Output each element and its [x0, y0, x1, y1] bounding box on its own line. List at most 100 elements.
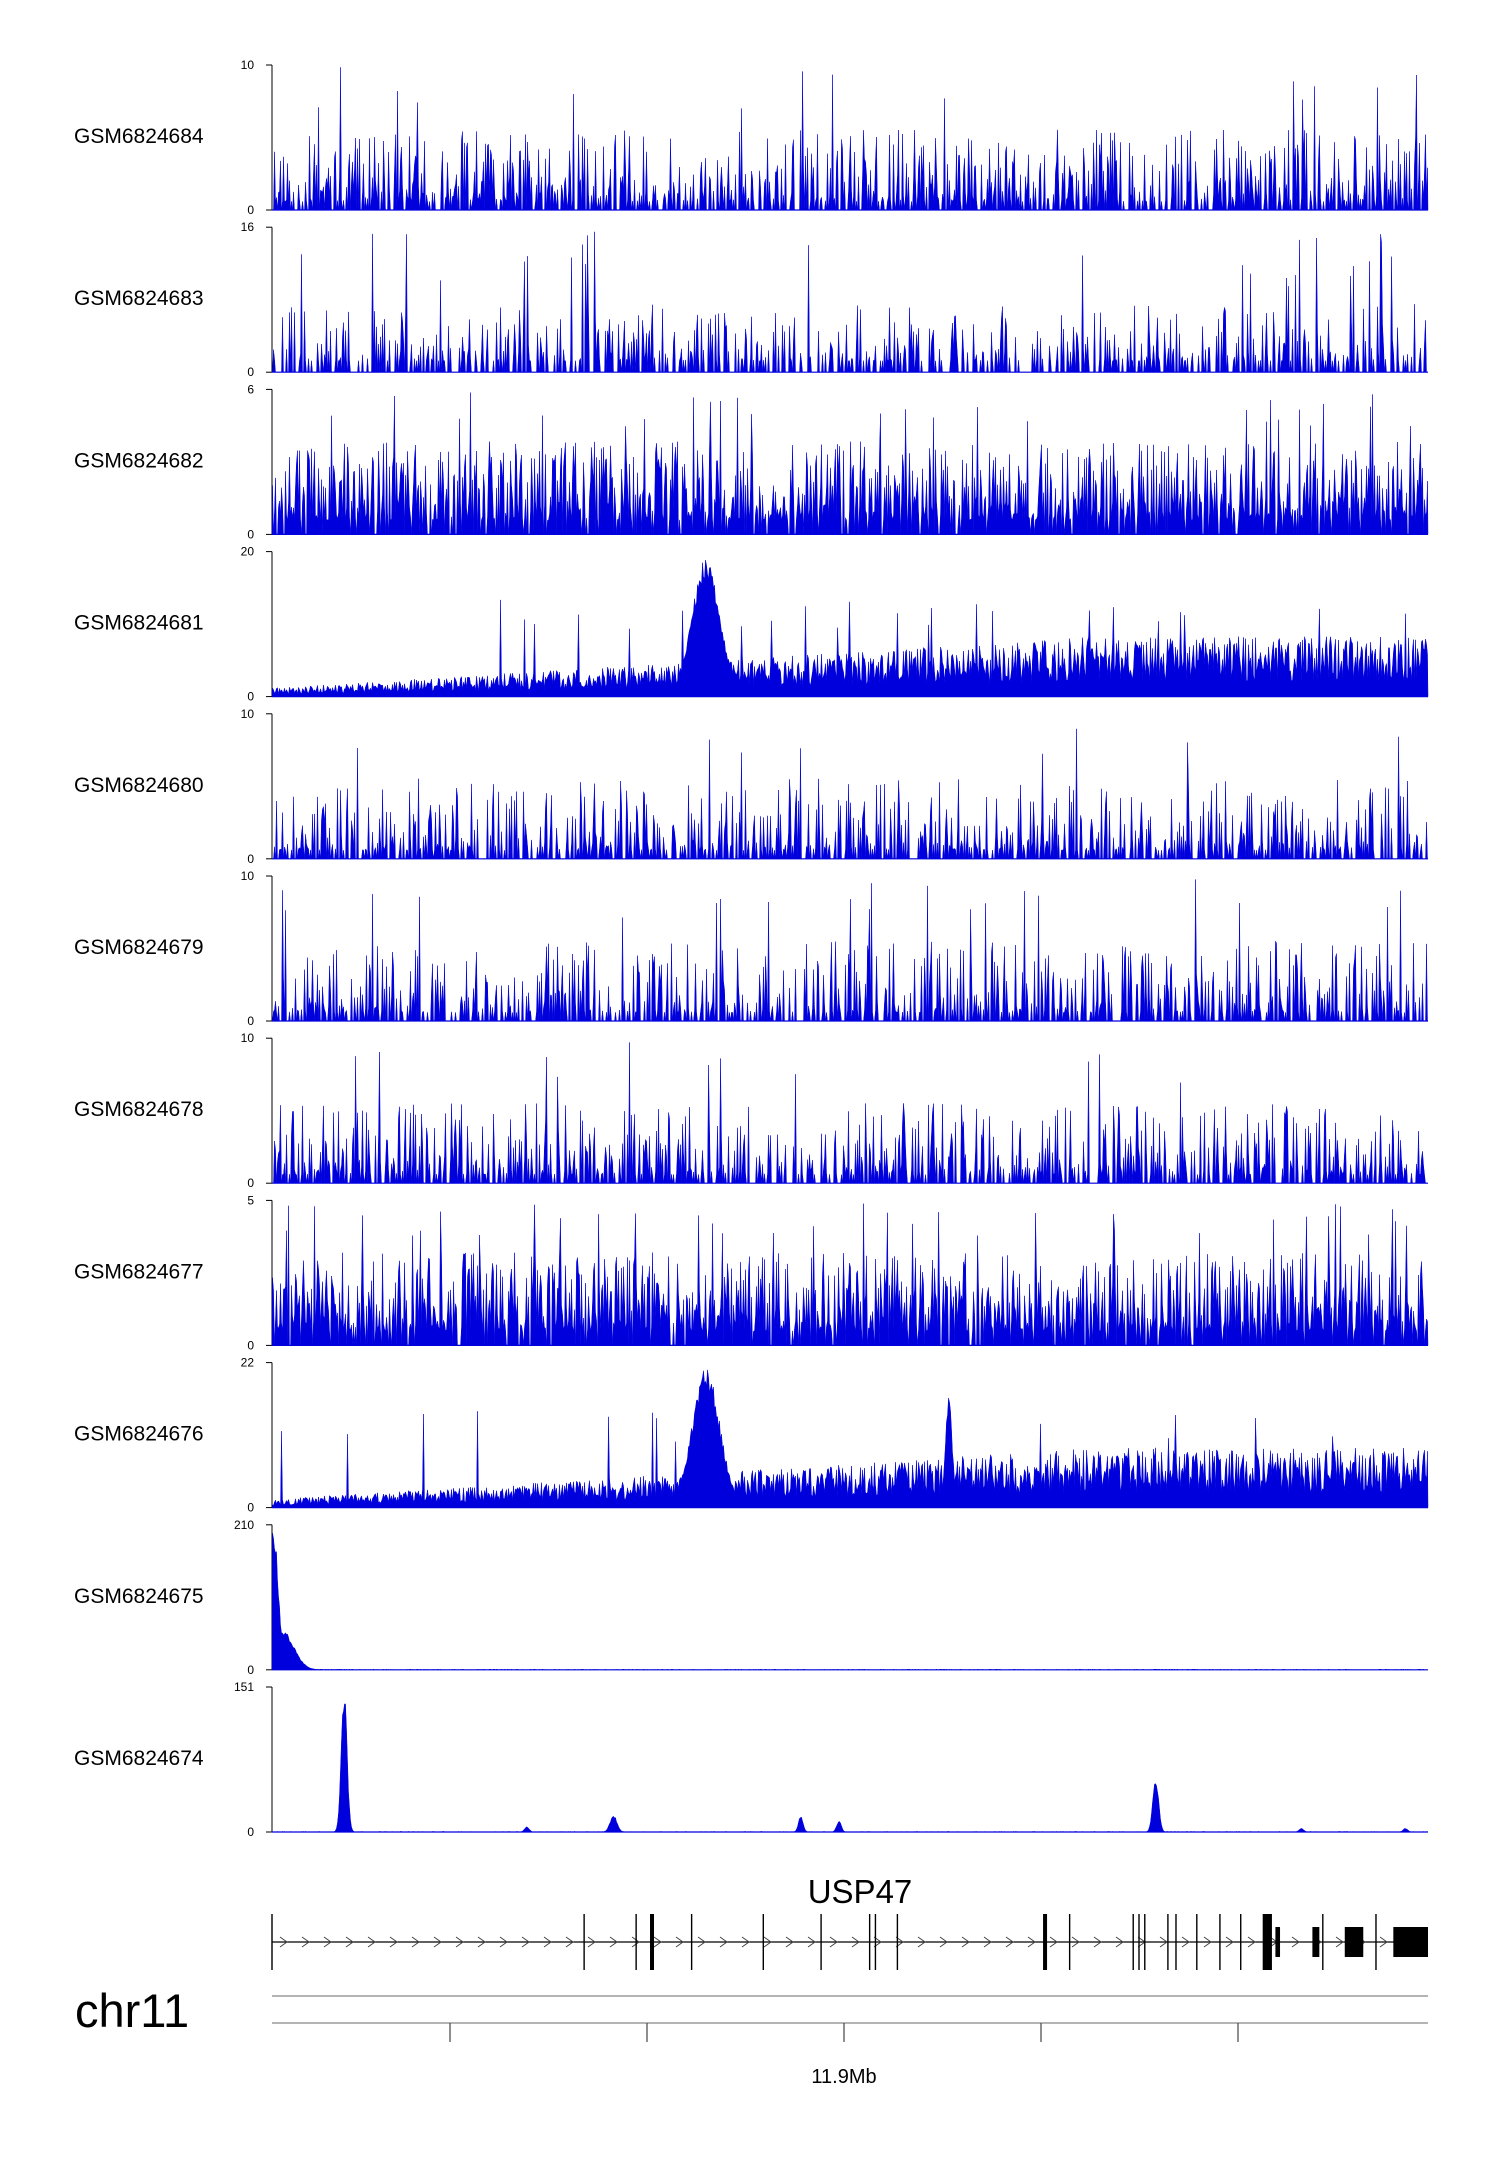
- y-min-label: 0: [247, 1825, 254, 1839]
- strand-arrow: [411, 1936, 420, 1948]
- strand-arrow: [1005, 1936, 1014, 1948]
- strand-arrow: [1115, 1936, 1124, 1948]
- track-label: GSM6824678: [74, 1098, 204, 1121]
- strand-arrow: [917, 1936, 926, 1948]
- strand-arrow: [961, 1936, 970, 1948]
- track-label: GSM6824675: [74, 1585, 204, 1608]
- coverage-area: [271, 1533, 1428, 1671]
- track-GSM6824682: GSM6824682 6 0: [74, 382, 1429, 541]
- exon: [1393, 1927, 1428, 1957]
- strand-arrow: [543, 1936, 552, 1948]
- strand-arrow: [1159, 1936, 1168, 1948]
- y-max-label: 210: [234, 1518, 254, 1532]
- strand-arrow: [1093, 1936, 1102, 1948]
- y-max-label: 6: [247, 382, 254, 396]
- y-max-label: 5: [247, 1193, 254, 1207]
- strand-arrow: [719, 1936, 728, 1948]
- y-max-label: 10: [241, 869, 255, 883]
- track-label: GSM6824684: [74, 125, 204, 148]
- strand-arrow: [1203, 1936, 1212, 1948]
- strand-arrow: [1247, 1936, 1256, 1948]
- strand-arrow: [741, 1936, 750, 1948]
- gene-track: USP47: [271, 1873, 1428, 1970]
- strand-arrow: [895, 1936, 904, 1948]
- y-min-label: 0: [247, 203, 254, 217]
- y-max-label: 10: [241, 707, 255, 721]
- strand-arrow: [521, 1936, 530, 1948]
- strand-arrow: [1225, 1936, 1234, 1948]
- track-GSM6824679: GSM6824679 10 0: [74, 869, 1428, 1028]
- strand-arrow: [1181, 1936, 1190, 1948]
- chromosome-label: chr11: [75, 1984, 189, 2037]
- track-GSM6824680: GSM6824680 10 0: [74, 707, 1428, 866]
- track-GSM6824674: GSM6824674 151 0: [74, 1680, 1429, 1839]
- exon: [1312, 1927, 1320, 1957]
- coverage-area: [271, 560, 1429, 697]
- x-tick-label: 11.9Mb: [811, 2066, 876, 2088]
- strand-arrow: [301, 1936, 310, 1948]
- y-min-label: 0: [247, 690, 254, 704]
- coverage-area: [272, 1703, 1429, 1833]
- exon: [1262, 1914, 1272, 1970]
- track-label: GSM6824677: [74, 1260, 204, 1283]
- strand-arrow: [851, 1936, 860, 1948]
- coverage-area: [271, 392, 1429, 535]
- strand-arrow: [367, 1936, 376, 1948]
- y-max-label: 10: [241, 58, 255, 72]
- exon: [1275, 1927, 1281, 1957]
- strand-arrow: [1049, 1936, 1058, 1948]
- track-GSM6824678: GSM6824678 10 0: [74, 1031, 1428, 1190]
- axis-ticks: [449, 2023, 1239, 2042]
- exon: [1043, 1914, 1048, 1970]
- strand-arrow: [785, 1936, 794, 1948]
- y-min-label: 0: [247, 1338, 254, 1352]
- y-max-label: 22: [241, 1356, 255, 1370]
- y-min-label: 0: [247, 1176, 254, 1190]
- strand-arrow: [829, 1936, 838, 1948]
- gene-label: USP47: [808, 1873, 913, 1910]
- y-min-label: 0: [247, 1014, 254, 1028]
- track-label: GSM6824682: [74, 449, 204, 472]
- track-GSM6824684: GSM6824684 10 0: [74, 58, 1429, 217]
- coverage-area: [271, 1369, 1429, 1508]
- coverage-area: [272, 1042, 1428, 1184]
- track-label: GSM6824679: [74, 936, 204, 959]
- track-GSM6824675: GSM6824675 210 0: [74, 1518, 1428, 1677]
- y-min-label: 0: [247, 1501, 254, 1515]
- strand-arrow: [653, 1936, 662, 1948]
- strand-arrow: [939, 1936, 948, 1948]
- strand-arrow: [477, 1936, 486, 1948]
- exon: [650, 1914, 655, 1970]
- track-label: GSM6824683: [74, 287, 204, 310]
- coverage-area: [272, 67, 1429, 211]
- track-label: GSM6824676: [74, 1423, 204, 1446]
- strand-arrow: [323, 1936, 332, 1948]
- y-max-label: 151: [234, 1680, 254, 1694]
- strand-arrow: [455, 1936, 464, 1948]
- strand-arrow: [389, 1936, 398, 1948]
- y-max-label: 20: [241, 545, 255, 559]
- strand-arrow: [763, 1936, 772, 1948]
- strand-arrow: [675, 1936, 684, 1948]
- track-GSM6824683: GSM6824683 16 0: [74, 220, 1428, 379]
- y-max-label: 10: [241, 1031, 255, 1045]
- strand-arrow: [631, 1936, 640, 1948]
- strand-arrow: [565, 1936, 574, 1948]
- strand-arrow: [807, 1936, 816, 1948]
- strand-arrow: [1379, 1936, 1388, 1948]
- strand-arrow: [1335, 1936, 1344, 1948]
- y-min-label: 0: [247, 852, 254, 866]
- track-GSM6824681: GSM6824681 20 0: [74, 545, 1429, 704]
- chromosome-axis: chr11 11.9Mb: [75, 1984, 1428, 2088]
- coverage-area: [272, 231, 1428, 373]
- track-label: GSM6824674: [74, 1747, 204, 1770]
- strand-arrow: [873, 1936, 882, 1948]
- strand-arrow: [279, 1936, 288, 1948]
- signal-tracks: GSM6824684100GSM6824683160GSM682468260GS…: [74, 58, 1429, 1839]
- strand-arrow: [609, 1936, 618, 1948]
- gene-model-USP47: [271, 1914, 1428, 1970]
- y-min-label: 0: [247, 1663, 254, 1677]
- exon: [1344, 1927, 1364, 1957]
- strand-arrow: [345, 1936, 354, 1948]
- coverage-area: [272, 879, 1428, 1022]
